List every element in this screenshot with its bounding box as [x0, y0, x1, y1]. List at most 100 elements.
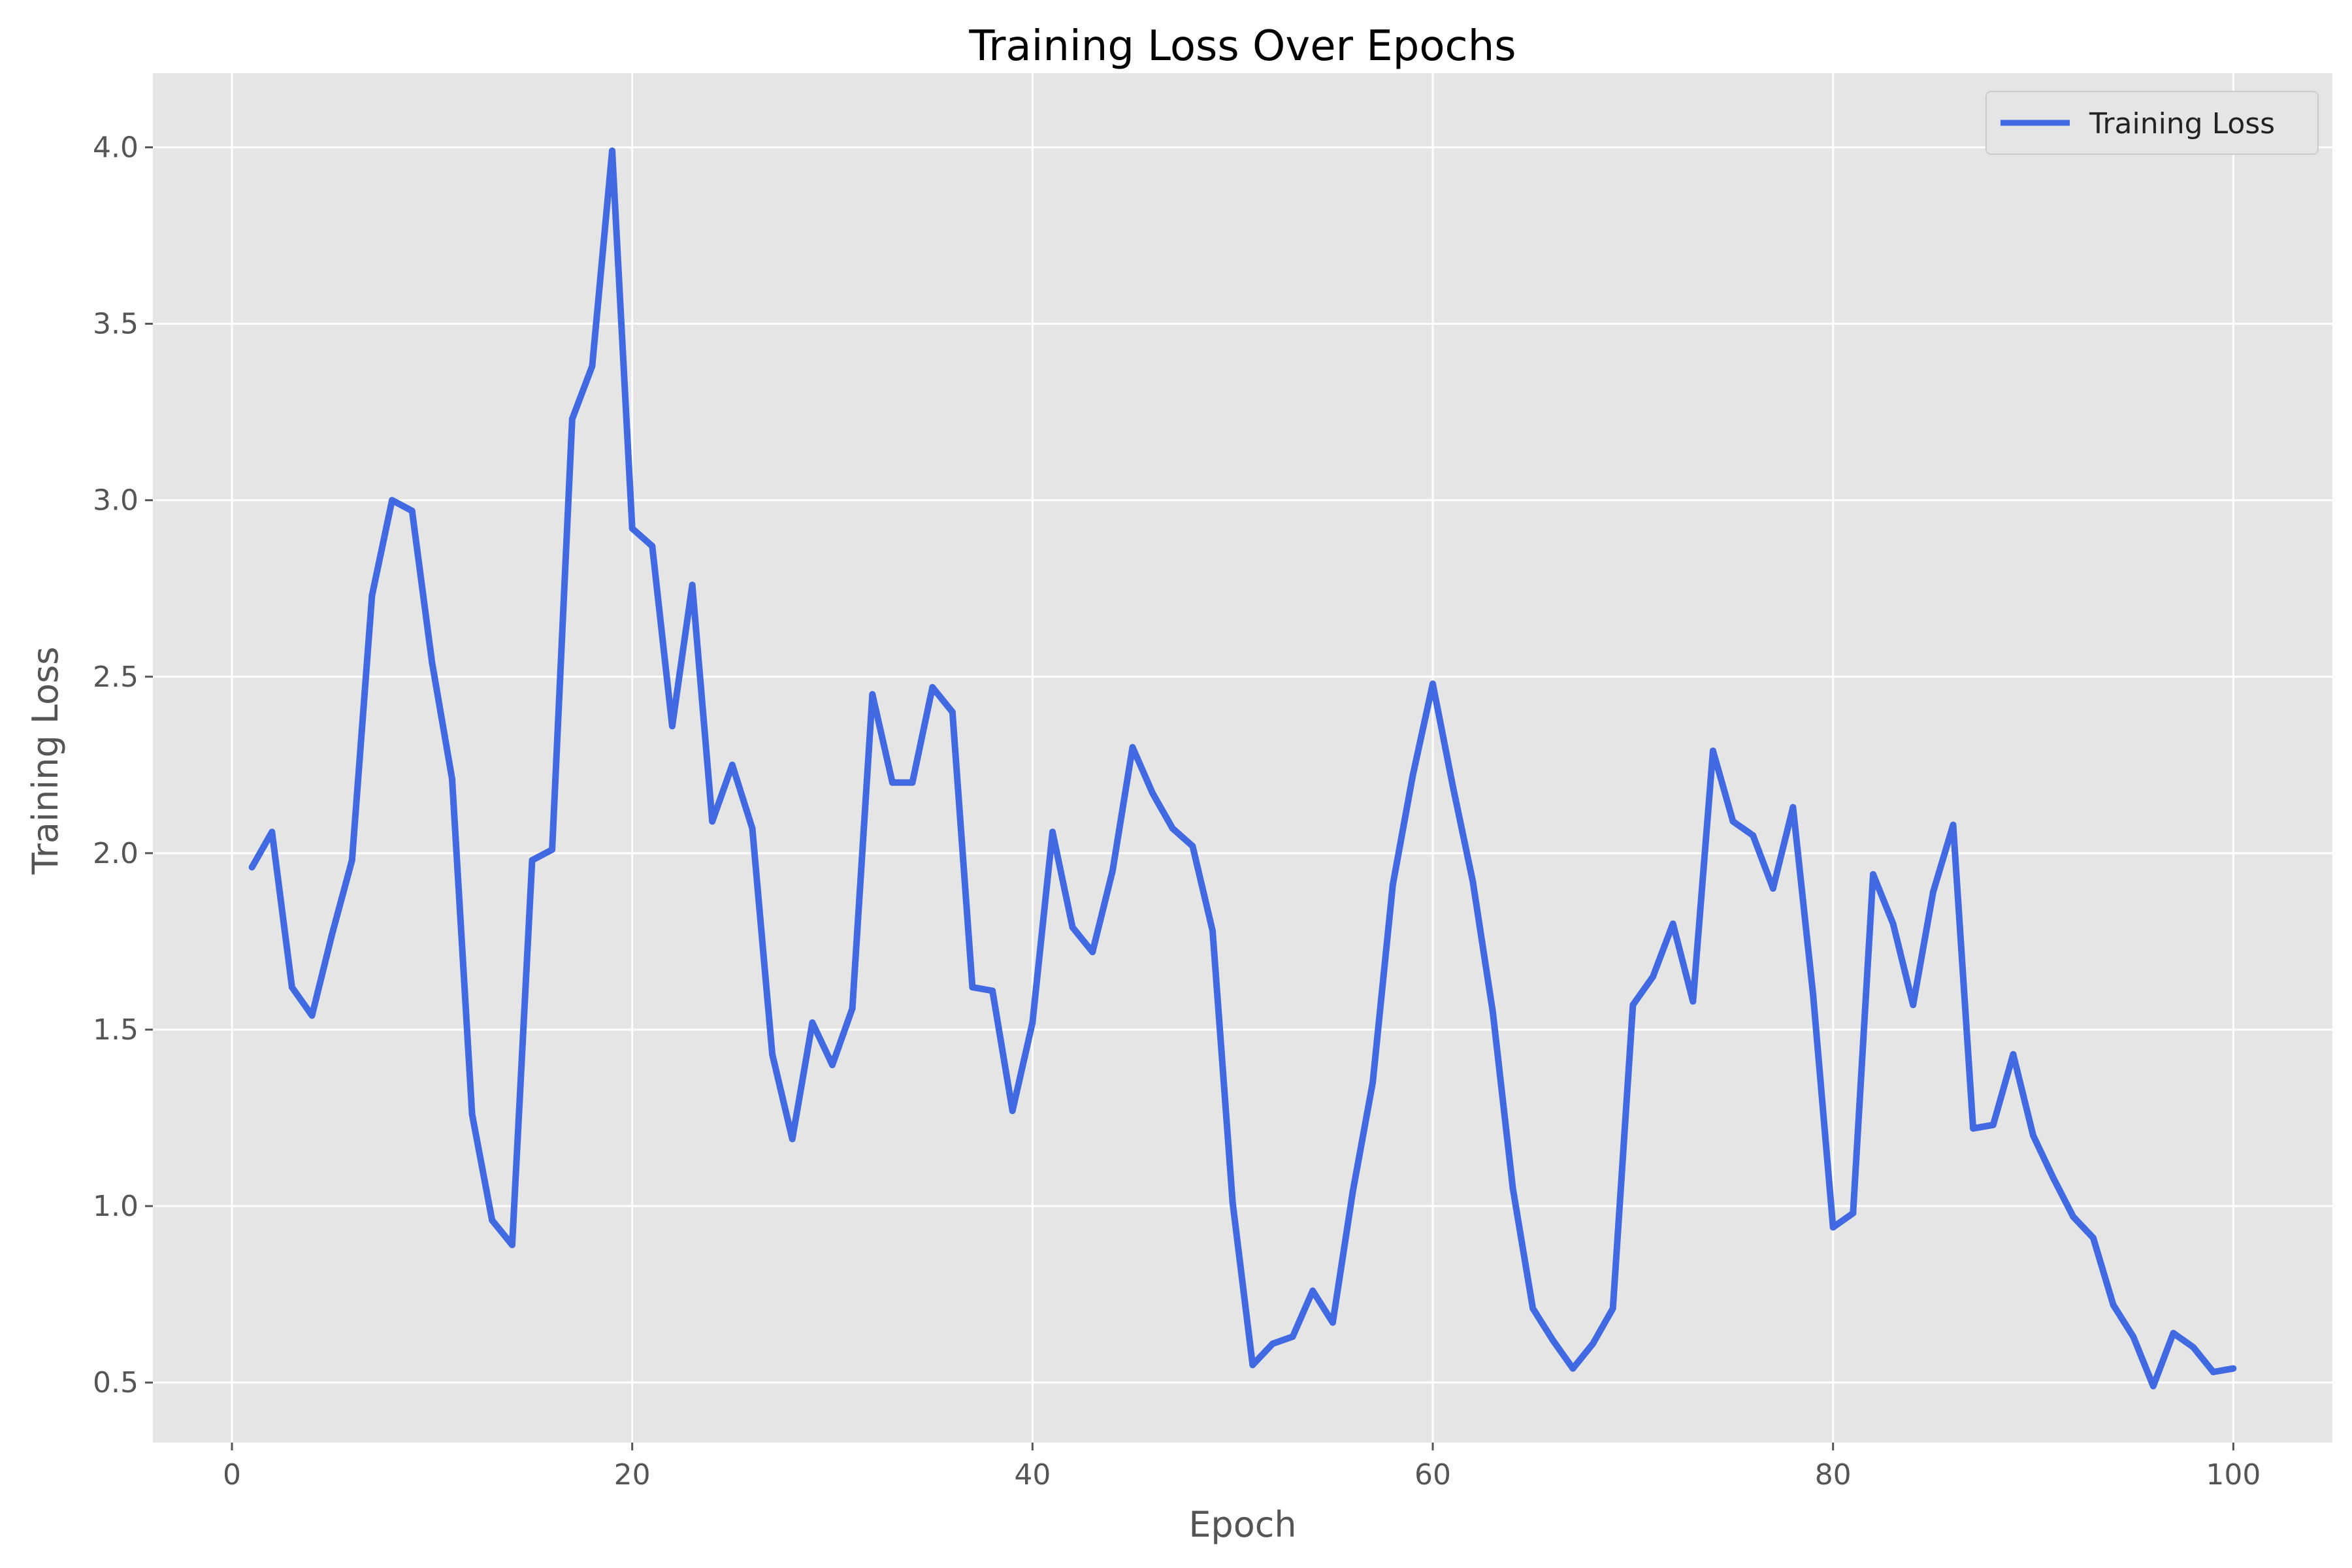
data-point: [1389, 881, 1396, 889]
data-point: [1590, 1340, 1597, 1347]
data-point: [769, 1051, 776, 1058]
data-point: [1970, 1125, 1977, 1132]
data-point: [1889, 920, 1897, 927]
data-point: [2170, 1330, 2177, 1337]
data-point: [2230, 1365, 2237, 1372]
data-point: [789, 1135, 796, 1143]
y-tick-label: 3.0: [93, 484, 139, 517]
data-point: [1769, 885, 1776, 892]
data-point: [568, 416, 576, 423]
x-tick-label: 0: [223, 1458, 241, 1492]
legend-label: Training Loss: [2089, 107, 2275, 140]
y-tick-label: 0.5: [93, 1366, 139, 1399]
data-point: [529, 857, 536, 864]
data-point: [1529, 1305, 1537, 1312]
data-point: [389, 497, 396, 504]
data-point: [629, 525, 636, 532]
data-point: [508, 1241, 515, 1249]
data-point: [1149, 790, 1156, 796]
data-point: [1289, 1333, 1296, 1340]
data-point: [2190, 1344, 2197, 1351]
data-point: [1489, 1008, 1496, 1015]
chart-title: Training Loss Over Epochs: [968, 22, 1516, 71]
series-line-training-loss: [249, 147, 2234, 1390]
data-point: [1029, 1019, 1036, 1026]
data-point: [1129, 743, 1136, 751]
y-axis-title: Training Loss: [25, 647, 66, 875]
data-point: [1709, 747, 1716, 755]
data-point: [949, 708, 956, 715]
data-point: [1009, 1107, 1016, 1115]
series-layer: [248, 147, 2237, 1390]
y-tick-label: 1.5: [93, 1013, 139, 1047]
data-point: [1910, 1002, 1917, 1009]
data-point: [1729, 818, 1737, 825]
data-point: [2030, 1132, 2036, 1139]
data-point: [1169, 825, 1176, 832]
data-point: [1269, 1340, 1276, 1347]
data-point: [1629, 1002, 1637, 1009]
y-tick-label: 4.0: [93, 131, 139, 164]
data-point: [368, 592, 376, 599]
y-tick-label: 2.0: [93, 837, 139, 870]
data-point: [468, 1111, 476, 1118]
data-point: [429, 659, 436, 666]
data-point: [288, 984, 295, 991]
data-point: [2110, 1301, 2117, 1309]
data-point: [1929, 889, 1936, 896]
data-point: [1349, 1188, 1356, 1196]
plot-area: [153, 73, 2332, 1443]
data-point: [1449, 783, 1456, 790]
y-axis-ticks: 0.5 1.0 1.5 2.0 2.5 3.0 3.5 4.0: [93, 131, 153, 1399]
data-point: [549, 846, 556, 853]
data-point: [1309, 1287, 1316, 1294]
data-point: [1750, 832, 1757, 839]
data-point: [2010, 1051, 2017, 1058]
data-point: [1549, 1337, 1556, 1344]
data-point: [969, 984, 976, 991]
data-point: [589, 363, 596, 370]
x-tick-label: 80: [1815, 1458, 1852, 1492]
data-point: [329, 931, 336, 938]
data-point: [308, 1012, 316, 1019]
data-point: [1409, 772, 1416, 779]
data-point: [989, 987, 996, 994]
data-point: [1429, 680, 1436, 687]
x-tick-label: 60: [1414, 1458, 1451, 1492]
data-point: [1690, 998, 1697, 1005]
data-point: [668, 723, 676, 730]
data-point: [1329, 1319, 1336, 1326]
data-point: [1989, 1121, 1997, 1128]
y-tick-label: 1.0: [93, 1190, 139, 1223]
data-point: [689, 581, 696, 589]
data-point: [248, 864, 255, 871]
data-point: [1229, 1199, 1236, 1206]
data-point: [1249, 1362, 1256, 1369]
data-point: [1810, 990, 1817, 998]
data-point: [1049, 828, 1056, 836]
x-tick-label: 20: [614, 1458, 651, 1492]
series-points: [248, 147, 2237, 1390]
data-point: [269, 828, 276, 836]
x-axis-title: Epoch: [1188, 1504, 1296, 1545]
data-point: [1509, 1185, 1516, 1192]
data-point: [869, 691, 876, 698]
data-point: [489, 1217, 496, 1224]
data-point: [909, 779, 916, 786]
data-point: [1669, 920, 1676, 927]
data-point: [609, 147, 615, 154]
data-point: [929, 684, 936, 691]
y-tick-label: 3.5: [93, 308, 139, 341]
data-point: [1569, 1365, 1576, 1372]
data-point: [1069, 924, 1076, 931]
data-point: [1609, 1305, 1616, 1312]
data-point: [1369, 1079, 1377, 1086]
data-point: [709, 818, 716, 825]
data-point: [829, 1062, 836, 1068]
data-point: [348, 857, 355, 864]
x-axis-ticks: 0 20 40 60 80 100: [223, 1443, 2261, 1492]
data-point: [809, 1019, 816, 1026]
data-point: [728, 761, 736, 768]
data-point: [649, 542, 656, 549]
